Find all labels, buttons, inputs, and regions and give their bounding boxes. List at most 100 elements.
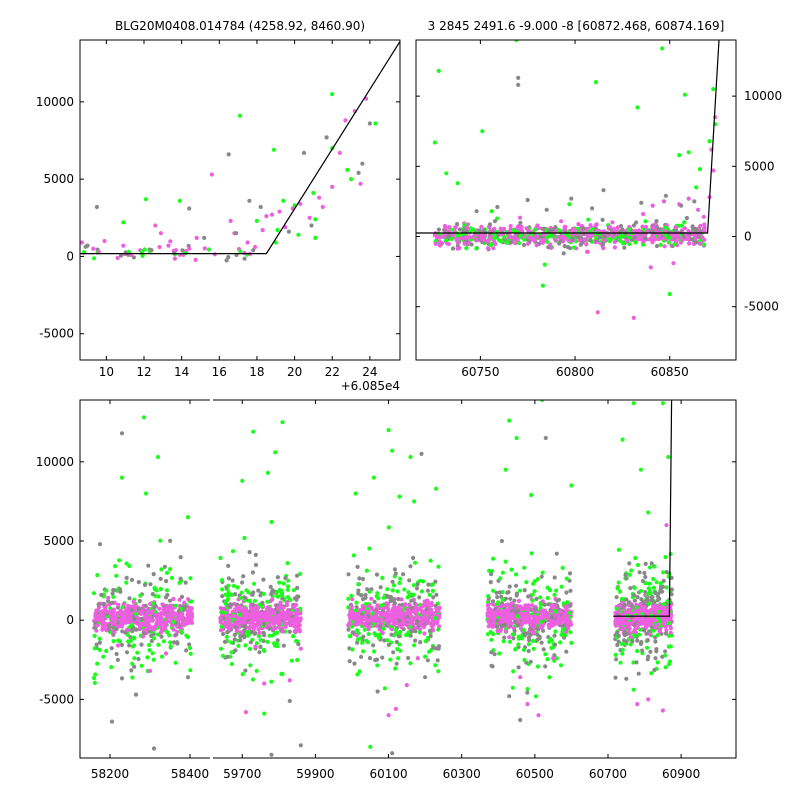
season-point xyxy=(183,605,188,610)
season-point xyxy=(434,620,439,625)
season-point xyxy=(655,604,660,609)
data-point-gray xyxy=(287,698,292,704)
season-point xyxy=(238,634,243,639)
season-point xyxy=(147,642,152,648)
data-point-green xyxy=(432,140,437,145)
season-point xyxy=(386,525,391,530)
season-point xyxy=(291,634,296,639)
season-point xyxy=(524,580,529,585)
season-point xyxy=(177,612,182,617)
season-point xyxy=(238,596,243,601)
data-point-magenta xyxy=(386,713,391,718)
data-point-gray xyxy=(298,743,303,748)
season-point xyxy=(626,600,631,605)
season-point xyxy=(530,638,536,644)
baseline-point xyxy=(583,237,588,242)
season-point xyxy=(259,604,264,609)
data-point-green xyxy=(586,217,591,222)
season-point xyxy=(398,629,403,635)
season-point xyxy=(488,629,493,635)
season-point xyxy=(644,610,649,615)
season-point xyxy=(114,619,119,624)
season-point xyxy=(618,660,623,665)
season-point xyxy=(486,594,491,599)
season-point xyxy=(348,604,354,609)
baseline-point xyxy=(474,246,479,251)
season-point xyxy=(138,593,143,598)
data-point-magenta xyxy=(671,261,676,266)
season-point xyxy=(418,640,423,645)
baseline-point xyxy=(663,225,668,230)
season-point xyxy=(111,610,116,616)
season-point xyxy=(650,617,656,622)
season-point xyxy=(371,614,376,620)
season-point xyxy=(94,642,99,647)
baseline-point xyxy=(511,228,516,233)
season-point xyxy=(397,580,402,586)
baseline-point xyxy=(561,234,566,239)
data-point-green xyxy=(262,711,267,716)
data-point-green xyxy=(569,483,574,488)
season-point xyxy=(234,629,239,634)
season-point xyxy=(642,570,647,576)
baseline-point xyxy=(696,234,701,239)
season-point xyxy=(106,595,111,600)
season-point xyxy=(247,625,252,631)
season-point xyxy=(109,665,114,670)
baseline-point xyxy=(627,241,632,247)
season-point xyxy=(360,640,365,645)
baseline-point xyxy=(698,241,703,246)
season-point xyxy=(567,610,572,616)
season-point xyxy=(236,605,241,610)
baseline-point xyxy=(654,243,660,249)
season-point xyxy=(228,623,234,628)
baseline-point xyxy=(633,240,638,245)
season-point xyxy=(549,615,555,620)
season-point xyxy=(355,640,360,645)
season-point xyxy=(111,607,116,612)
season-point xyxy=(398,609,403,615)
season-point xyxy=(491,616,496,622)
season-point xyxy=(171,619,176,625)
season-point xyxy=(239,620,244,625)
season-point xyxy=(365,587,370,592)
baseline-point xyxy=(643,236,648,241)
season-point xyxy=(290,617,295,622)
season-point xyxy=(285,595,290,600)
season-point xyxy=(529,619,534,624)
y-tick-label: 5000 xyxy=(744,159,775,173)
season-point xyxy=(280,593,285,598)
data-point-gray xyxy=(258,645,263,650)
data-point-gray xyxy=(590,206,595,211)
data-point-green xyxy=(540,283,546,288)
baseline-point xyxy=(618,238,623,243)
season-point xyxy=(226,563,231,569)
baseline-point xyxy=(690,224,695,229)
season-point xyxy=(436,669,441,674)
season-point xyxy=(364,623,369,628)
season-point xyxy=(247,646,253,652)
season-point xyxy=(644,631,649,636)
season-point xyxy=(232,632,237,638)
data-point-green xyxy=(251,429,256,434)
season-point xyxy=(229,650,234,655)
season-point xyxy=(615,642,620,648)
season-point xyxy=(285,587,290,592)
season-point xyxy=(295,607,300,613)
data-point-magenta xyxy=(595,310,600,315)
season-point xyxy=(393,619,398,624)
season-point xyxy=(257,650,262,655)
season-point xyxy=(501,617,506,622)
season-point xyxy=(394,661,399,666)
season-point xyxy=(437,615,442,620)
data-point-green xyxy=(280,671,285,677)
season-point xyxy=(634,605,639,610)
season-point xyxy=(264,610,269,615)
baseline-point xyxy=(615,225,620,230)
season-point xyxy=(117,639,122,644)
season-point xyxy=(263,618,268,623)
season-point xyxy=(147,648,152,653)
season-point xyxy=(188,645,193,651)
baseline-point xyxy=(481,237,487,242)
